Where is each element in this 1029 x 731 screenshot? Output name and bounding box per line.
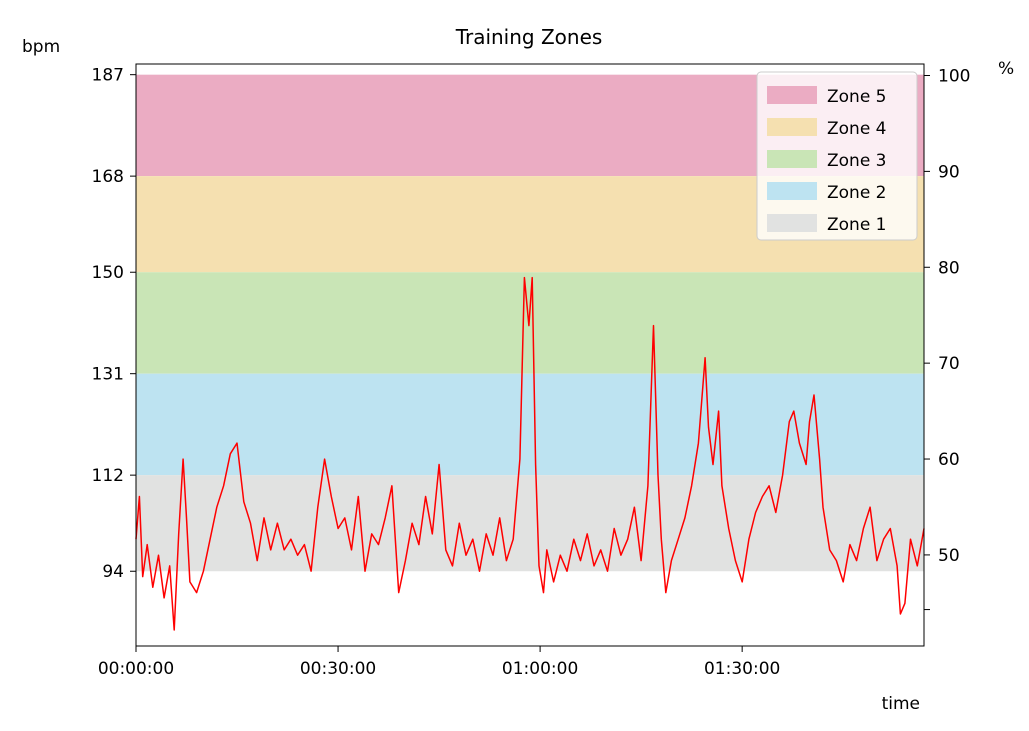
y2-axis-label: % [998,59,1014,79]
heart-rate-series [135,276,925,631]
plot-frame [135,63,925,647]
y-axis-label: bpm [22,37,60,57]
y2-tick-label: 50 [938,546,960,566]
y2-tick-label: 100 [938,67,970,87]
legend-swatch [767,182,817,200]
x-axis-label: time [882,694,920,714]
y-tick-label: 94 [102,562,124,582]
y2-tick-label: 90 [938,162,960,182]
x-axis: 00:00:00 00:30:00 01:00:00 01:30:00 [98,646,780,679]
legend-label: Zone 5 [827,87,887,107]
zone-band-3 [136,272,924,374]
zone-band-1 [136,475,924,572]
x-tick-label: 00:00:00 [98,659,174,679]
legend-swatch [767,86,817,104]
left-y-axis: 94 112 131 150 168 187 [92,66,136,582]
legend-label: Zone 3 [827,151,887,171]
y-tick-label: 168 [92,167,124,187]
legend-swatch [767,214,817,232]
legend: Zone 5 Zone 4 Zone 3 Zone 2 Zone 1 [756,71,918,241]
x-tick-label: 00:30:00 [300,659,376,679]
legend-label: Zone 2 [827,183,887,203]
chart-title: Training Zones [455,25,603,49]
legend-swatch [767,150,817,168]
y-tick-label: 150 [92,263,124,283]
legend-label: Zone 1 [827,215,887,235]
heart-rate-line [135,276,925,631]
x-tick-label: 01:00:00 [502,659,578,679]
x-tick-label: 01:30:00 [704,659,780,679]
zone-band-2 [136,373,924,476]
legend-swatch [767,118,817,136]
y2-tick-label: 70 [938,354,960,374]
legend-label: Zone 4 [827,119,887,139]
y2-tick-label: 80 [938,258,960,278]
y-tick-label: 112 [92,466,124,486]
y2-tick-label: 60 [938,450,960,470]
right-y-axis: 50 60 70 80 90 100 [924,67,970,611]
y-tick-label: 131 [92,365,124,385]
y-tick-label: 187 [92,66,124,86]
